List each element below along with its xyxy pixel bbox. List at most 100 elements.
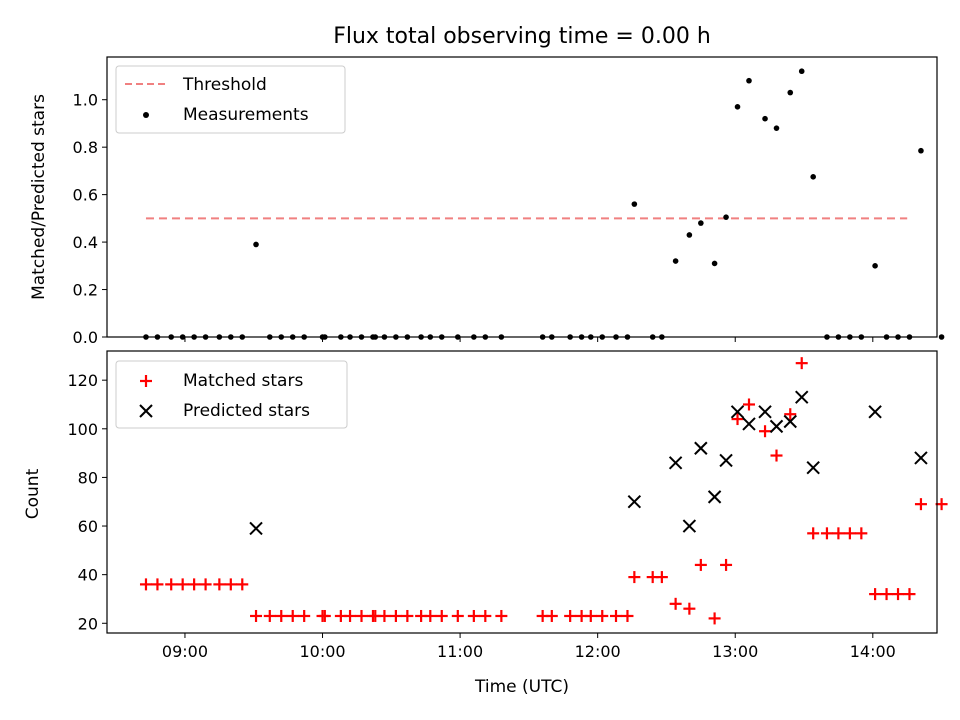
predicted-stars-point (249, 521, 263, 536)
matched-stars-point (655, 571, 668, 584)
legend-matched-swatch (140, 375, 152, 387)
predicted-stars-point (694, 441, 708, 455)
matched-stars-point (151, 578, 164, 591)
top-plot-area: 0.0 0.2 0.4 0.6 0.8 1.0 (73, 68, 945, 347)
predicted-stars-point (769, 419, 784, 434)
bottom-plot-area: 09:00 10:00 11:00 12:00 13:00 14:00 20 40 60 80 10… (67, 357, 948, 661)
top-legend-box (115, 65, 346, 134)
matched-stars-point (564, 609, 577, 622)
legend-predicted-swatch (139, 404, 153, 418)
bottom-y-tick-label: 40 (78, 566, 98, 585)
matched-stars-point (628, 571, 641, 584)
matched-stars-point (832, 527, 845, 540)
matched-stars-point (694, 558, 707, 571)
predicted-stars-point (914, 451, 928, 465)
matched-stars-point (275, 609, 288, 622)
measurements-point (746, 77, 752, 84)
predicted-stars-point (627, 495, 642, 509)
matched-stars-point (731, 413, 744, 426)
matched-stars-point (250, 609, 263, 622)
matched-stars-point (720, 558, 733, 571)
matched-stars-point (795, 357, 808, 370)
x-tick-label: 12:00 (575, 642, 621, 661)
matched-stars-point (869, 588, 882, 601)
predicted-stars-point (806, 460, 820, 475)
matched-stars-point (213, 578, 226, 591)
bottom-y-tick-label: 60 (78, 517, 98, 536)
top-y-axis-label: Matched/Predicted stars (29, 94, 49, 300)
matched-stars-point (389, 609, 402, 622)
predicted-stars-point (758, 405, 772, 419)
matched-stars-point (770, 449, 783, 462)
matched-stars-point (199, 578, 212, 591)
x-tick-label: 13:00 (712, 642, 758, 661)
matched-stars-point (820, 527, 833, 540)
legend-threshold-label: Threshold (182, 75, 267, 95)
legend-measurements-swatch (143, 112, 149, 118)
measurements-point (762, 115, 768, 122)
matched-stars-point (914, 498, 927, 511)
matched-stars-point (298, 609, 311, 622)
matched-stars-point (435, 609, 448, 622)
matched-stars-point (843, 527, 856, 540)
bottom-y-tick-label: 80 (78, 468, 98, 487)
predicted-stars-point (868, 405, 882, 419)
matched-stars-point (318, 609, 331, 622)
matched-stars-point (610, 609, 623, 622)
matched-stars-point (236, 578, 249, 591)
predicted-stars-point (742, 417, 756, 431)
matched-stars-point (759, 425, 772, 438)
legend-predicted-label: Predicted stars (183, 401, 310, 421)
measurements-point (631, 201, 638, 207)
x-tick-label: 10:00 (299, 642, 345, 661)
matched-stars-point (355, 609, 368, 622)
matched-stars-point (683, 602, 696, 615)
top-y-tick-label: 0.4 (73, 233, 98, 252)
top-y-tick-label: 0.8 (73, 138, 98, 157)
matched-stars-point (467, 609, 480, 622)
x-tick-label: 14:00 (850, 642, 896, 661)
measurements-point (810, 174, 816, 180)
top-y-tick-label: 1.0 (73, 91, 98, 110)
measurements-point (787, 89, 794, 96)
x-tick-label: 11:00 (437, 642, 483, 661)
measurements-point (672, 258, 679, 264)
matched-stars-point (621, 609, 634, 622)
predicted-stars-point (682, 519, 697, 533)
measurements-point (773, 125, 780, 131)
top-plot-frame (106, 56, 938, 338)
bottom-plot-frame (106, 350, 938, 634)
matched-stars-point (545, 609, 558, 622)
top-legend: Threshold Measurements (115, 65, 346, 134)
measurements-point (872, 263, 878, 269)
bottom-y-tick-label: 20 (78, 614, 98, 633)
matched-stars-point (903, 588, 916, 601)
matched-stars-point (784, 408, 797, 421)
matched-stars-point (424, 609, 437, 622)
matched-stars-point (669, 597, 682, 610)
matched-stars-point (596, 609, 609, 622)
top-chart-title: Flux total observing time = 0.00 h (333, 24, 711, 49)
measurements-point (711, 260, 718, 267)
predicted-stars-point (707, 490, 722, 504)
legend-matched-label: Matched stars (183, 371, 303, 391)
measurements-point (253, 241, 259, 248)
x-tick-label: 09:00 (162, 642, 208, 661)
top-y-tick-label: 0.0 (73, 328, 98, 347)
matched-stars-point (708, 612, 721, 625)
top-y-tick-label: 0.2 (73, 281, 98, 300)
matched-stars-point (139, 578, 152, 591)
matched-stars-point (742, 398, 755, 411)
predicted-stars-point (668, 456, 683, 470)
bottom-y-tick-label: 100 (67, 420, 98, 439)
x-axis-label: Time (UTC) (474, 677, 569, 697)
matched-stars-point (176, 578, 189, 591)
legend-measurements-label: Measurements (183, 105, 309, 125)
predicted-stars-point (795, 390, 809, 404)
matched-stars-point (263, 609, 276, 622)
matched-stars-point (892, 588, 905, 601)
predicted-stars-point (730, 405, 745, 419)
matched-stars-point (584, 609, 597, 622)
measurements-point (798, 68, 805, 75)
matched-stars-point (188, 578, 201, 591)
